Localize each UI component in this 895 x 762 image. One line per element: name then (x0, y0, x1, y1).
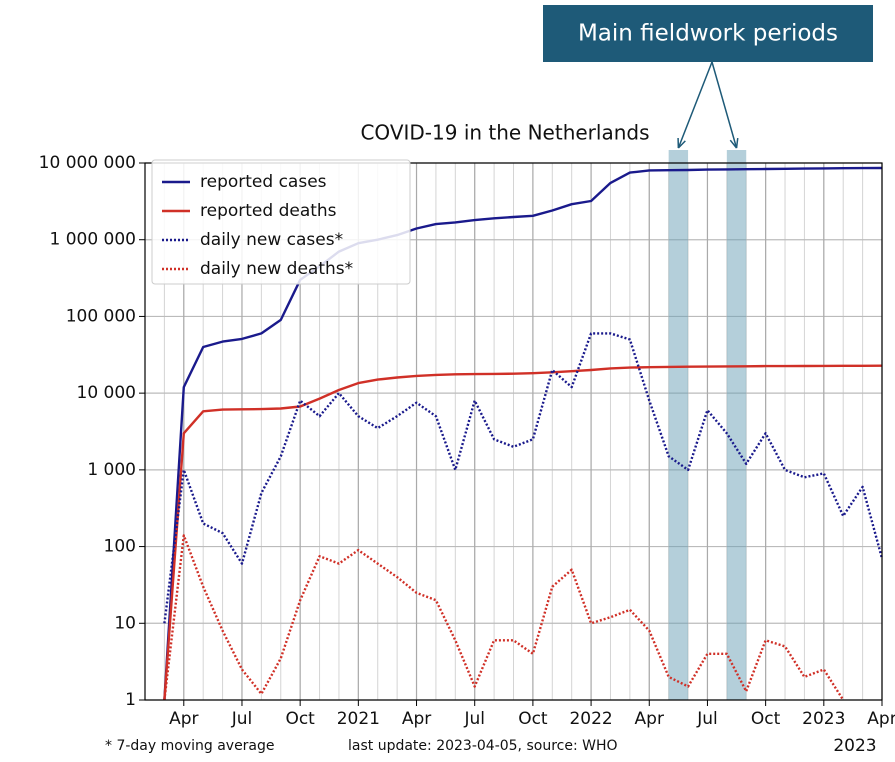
chart-title: COVID-19 in the Netherlands (360, 121, 649, 145)
y-tick-label: 10 000 (77, 383, 136, 403)
x-tick-label: 2023 (802, 709, 845, 729)
x-tick-label: Oct (285, 709, 315, 729)
x-tick-label: Oct (751, 709, 781, 729)
source-note: last update: 2023-04-05, source: WHO (348, 738, 618, 754)
legend-box (151, 159, 411, 285)
series-line (163, 364, 883, 701)
arrow-head (729, 137, 739, 149)
legend-label: reported deaths (200, 201, 337, 221)
annotation-arrow (677, 61, 713, 149)
x-tick-label: 2022 (569, 709, 612, 729)
x-tick-label: Apr (169, 709, 198, 729)
y-tick-label: 10 000 000 (39, 153, 136, 173)
y-tick-label: 1 000 (87, 460, 136, 480)
footnote: * 7-day moving average (105, 738, 275, 754)
annotation-arrow (711, 61, 738, 149)
plot-frame (144, 162, 883, 701)
x-tick-label: Jul (231, 709, 253, 729)
x-tick-label: 2021 (337, 709, 380, 729)
series-line (163, 332, 884, 624)
y-tick-label: 100 (104, 537, 136, 557)
x-tick-label: Jul (696, 709, 718, 729)
series-line (163, 166, 883, 701)
x-year-note: 2023 (833, 736, 876, 756)
fieldwork-span (668, 150, 689, 700)
x-tick-label: Jul (463, 709, 485, 729)
y-tick-label: 100 000 (66, 306, 136, 326)
y-tick-label: 1 000 000 (49, 230, 136, 250)
x-tick-label: Apr (402, 709, 431, 729)
legend-label: reported cases (200, 172, 327, 192)
legend-label: daily new deaths* (200, 259, 353, 279)
annotation: Main fieldwork periods (578, 21, 838, 47)
x-tick-label: Apr (635, 709, 664, 729)
x-tick-label: Apr (867, 709, 895, 729)
legend-label: daily new cases* (200, 230, 343, 250)
annotation-box (543, 5, 873, 62)
y-tick-label: 10 (114, 613, 136, 633)
legend: reported cases reported deaths daily new c… (151, 159, 411, 285)
fieldwork-span (726, 150, 747, 700)
x-tick-label: Oct (518, 709, 548, 729)
y-tick-label: 1 (125, 690, 136, 710)
series-line (163, 534, 845, 701)
arrow-head (677, 137, 686, 149)
